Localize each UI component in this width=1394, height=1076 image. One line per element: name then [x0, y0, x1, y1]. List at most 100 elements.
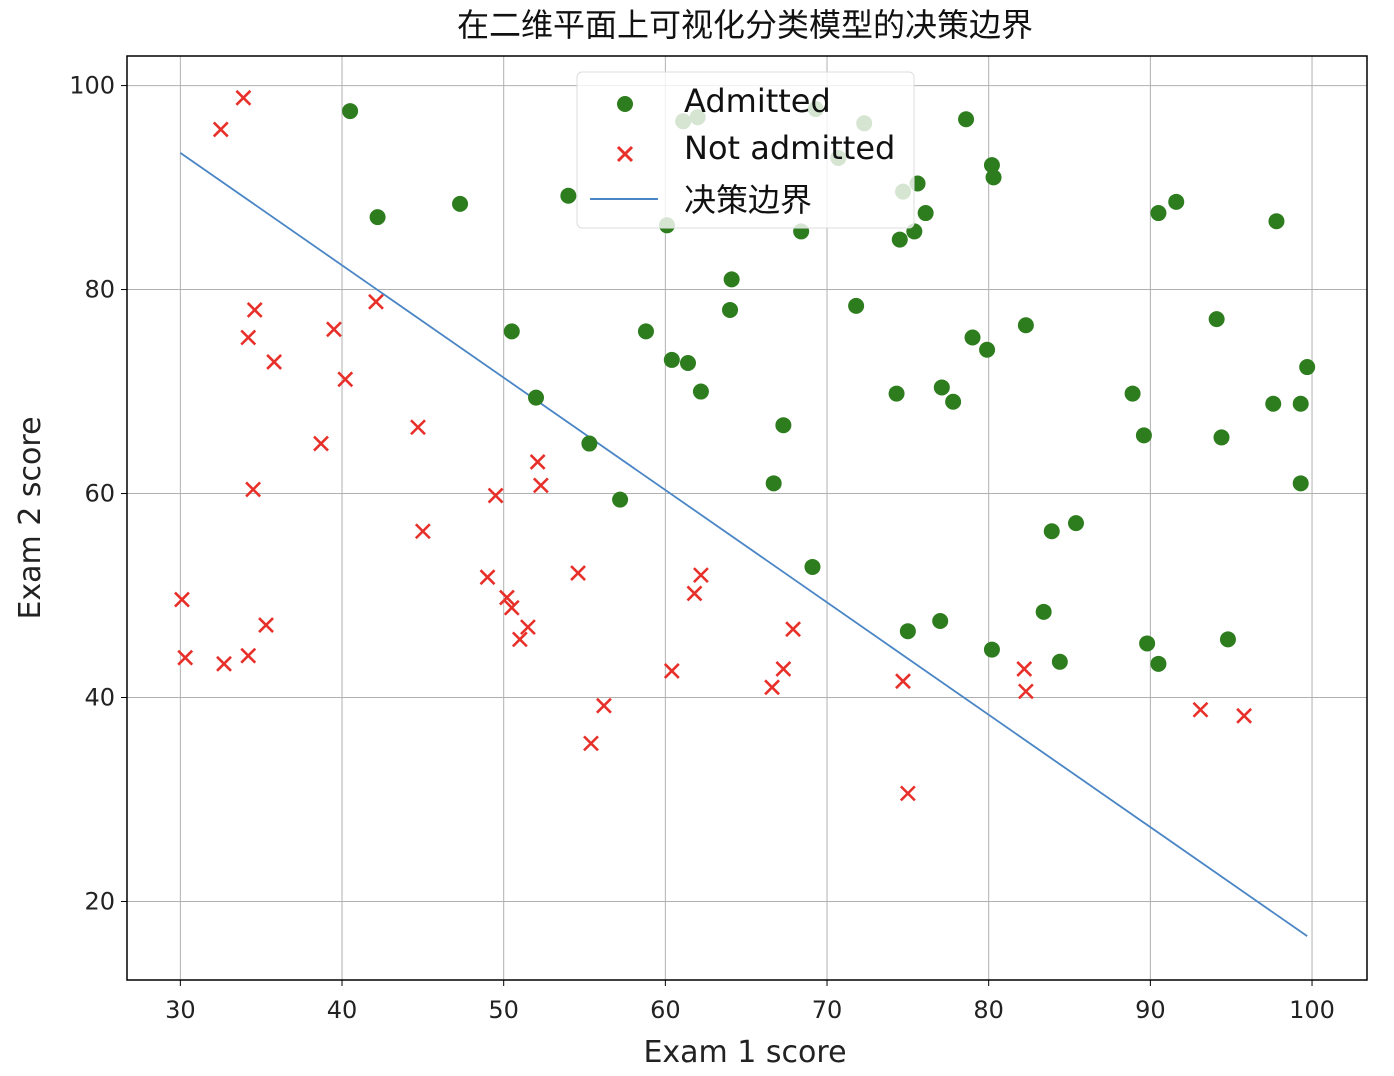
x-tick-label: 30 — [165, 996, 196, 1024]
admitted-point — [663, 351, 680, 368]
not-admitted-point — [775, 661, 792, 677]
y-tick-label: 20 — [84, 887, 115, 915]
admitted-point — [342, 103, 359, 120]
not-admitted-point — [479, 569, 496, 586]
decision-boundary-line — [179, 152, 1308, 937]
admitted-point — [1067, 515, 1084, 532]
not-admitted-point — [240, 329, 257, 346]
admitted-point — [848, 297, 865, 314]
not-admitted-point — [895, 673, 911, 690]
admitted-point — [1268, 213, 1285, 230]
admitted-point — [1213, 429, 1230, 446]
admitted-point — [612, 491, 629, 508]
not-admitted-point — [337, 371, 354, 388]
y-tick-label: 100 — [69, 72, 115, 100]
not-admitted-point — [326, 321, 342, 338]
admitted-point — [775, 417, 792, 434]
admitted-point — [1051, 653, 1068, 670]
legend-not-admitted-label: Not admitted — [684, 129, 895, 167]
plot-frame — [126, 55, 1368, 981]
not-admitted-point — [313, 435, 329, 452]
admitted-point — [560, 187, 577, 204]
y-tick-label: 60 — [84, 480, 115, 508]
admitted-point — [452, 195, 469, 212]
x-tick-label: 50 — [488, 996, 519, 1024]
not-admitted-point — [174, 591, 190, 608]
admitted-point — [933, 379, 950, 396]
admitted-point — [723, 271, 740, 288]
x-tick-label: 100 — [1289, 996, 1335, 1024]
admitted-point — [964, 329, 981, 346]
not-admitted-point — [570, 565, 586, 581]
not-admitted-point — [503, 599, 520, 616]
not-admitted-point — [596, 697, 612, 714]
legend: Admitted Not admitted 决策边界 — [576, 71, 915, 229]
admitted-point — [1124, 385, 1141, 402]
not-admitted-point — [686, 585, 703, 602]
decision-boundary — [179, 152, 1308, 937]
not-admitted-point — [1016, 661, 1033, 677]
not-admitted-point — [266, 354, 283, 370]
not-admitted-point — [258, 617, 274, 634]
admitted-point — [1043, 523, 1060, 540]
x-tick-label: 90 — [1135, 996, 1166, 1024]
axis-ticks: 30 40 50 60 70 80 90 100 20 40 60 80 100 — [69, 72, 1335, 1024]
admitted-point — [1219, 631, 1236, 648]
admitted-point — [722, 301, 739, 318]
admitted-point — [765, 475, 782, 492]
admitted-point — [1299, 359, 1316, 376]
legend-admitted-label: Admitted — [684, 82, 831, 120]
admitted-point — [891, 231, 908, 248]
y-tick-label: 80 — [84, 276, 115, 304]
not-admitted-point — [410, 419, 426, 436]
admitted-point — [899, 623, 916, 640]
not-admitted-point — [785, 621, 801, 638]
y-axis-label: Exam 2 score — [13, 416, 48, 619]
not-admitted-point — [899, 785, 916, 802]
admitted-point — [1150, 655, 1167, 672]
not-admitted-point — [368, 293, 384, 310]
legend-box — [576, 71, 915, 229]
admitted-point — [917, 205, 934, 222]
not-admitted-point — [1236, 707, 1253, 724]
not-admitted-point — [532, 477, 549, 494]
admitted-point — [979, 341, 996, 358]
admitted-point — [1017, 317, 1034, 334]
not-admitted-point — [177, 649, 194, 666]
admitted-point — [804, 558, 821, 575]
x-tick-label: 60 — [650, 996, 681, 1024]
admitted-point — [581, 435, 598, 452]
x-tick-label: 80 — [973, 996, 1004, 1024]
admitted-point — [1292, 395, 1309, 412]
admitted-point — [1150, 205, 1167, 222]
admitted-point — [692, 383, 709, 400]
admitted-point — [637, 323, 654, 340]
not-admitted-point — [487, 487, 504, 504]
legend-admitted-marker — [617, 96, 633, 112]
not-admitted-point — [240, 647, 257, 664]
not-admitted-point — [693, 567, 709, 584]
not-admitted-point — [245, 481, 262, 498]
admitted-point — [1292, 475, 1309, 492]
admitted-point — [1135, 427, 1152, 444]
admitted-point — [1265, 395, 1282, 412]
not-admitted-point — [1017, 683, 1034, 700]
not-admitted-point — [212, 121, 229, 138]
admitted-point — [1208, 311, 1225, 328]
x-axis-label: Exam 1 score — [643, 1035, 846, 1070]
not-admitted-point — [414, 523, 431, 540]
legend-boundary-label: 决策边界 — [684, 181, 812, 219]
admitted-point — [1168, 193, 1185, 210]
not-admitted-point — [499, 589, 515, 606]
admitted-point — [1035, 603, 1052, 620]
x-tick-label: 40 — [327, 996, 358, 1024]
not-admitted-point — [216, 655, 232, 672]
not-admitted-point — [529, 453, 546, 470]
legend-not-admitted-marker — [616, 145, 634, 163]
not-admitted-point — [235, 89, 252, 106]
admitted-point — [888, 385, 905, 402]
admitted-point — [983, 157, 1000, 174]
admitted-point — [503, 323, 520, 340]
not-admitted-point — [520, 619, 536, 636]
y-tick-label: 40 — [84, 683, 115, 711]
